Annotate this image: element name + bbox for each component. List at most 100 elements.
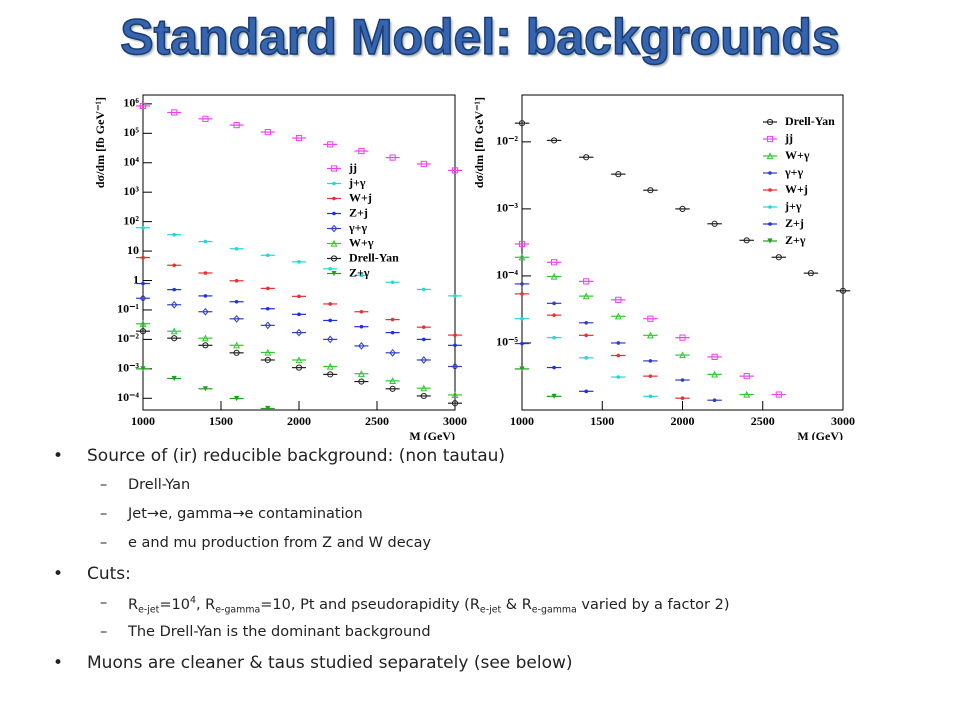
dash: – xyxy=(100,506,108,522)
x-tick-label: 2500 xyxy=(751,414,775,428)
sub-bullet: – Jet→e, gamma→e contamination xyxy=(100,506,363,522)
data-point xyxy=(135,102,151,110)
series xyxy=(514,316,658,399)
data-point xyxy=(675,205,690,212)
marker xyxy=(839,287,847,294)
marker xyxy=(582,292,590,300)
marker xyxy=(139,102,147,110)
data-point xyxy=(739,390,754,398)
data-point xyxy=(643,374,658,378)
data-point xyxy=(707,353,722,360)
marker xyxy=(680,396,685,400)
data-point xyxy=(260,356,275,364)
marker xyxy=(807,270,815,277)
data-point xyxy=(546,393,562,399)
text-run: R xyxy=(128,596,139,613)
marker xyxy=(453,343,457,348)
data-point xyxy=(611,341,626,345)
marker xyxy=(390,317,395,322)
legend-label: jj xyxy=(348,160,357,174)
text-run: Muons are cleaner & taus studied separat… xyxy=(87,653,573,673)
series xyxy=(135,225,463,298)
data-point xyxy=(771,254,787,261)
data-point xyxy=(514,292,530,296)
marker xyxy=(139,320,147,327)
marker xyxy=(520,316,524,321)
sub-bullet: – The Drell-Yan is the dominant backgroun… xyxy=(100,624,431,640)
data-point xyxy=(675,334,690,341)
data-point xyxy=(323,141,338,148)
marker xyxy=(233,121,240,129)
sub-bullet: – Re-jet=104, Re-gamma=10, Pt and pseudor… xyxy=(100,595,729,616)
text-run: & R xyxy=(501,596,532,613)
y-tick-label: 10⁻¹ xyxy=(117,302,139,316)
sub-bullet: – Drell-Yan xyxy=(100,477,190,493)
marker xyxy=(420,356,428,364)
marker xyxy=(297,312,301,317)
data-point xyxy=(385,348,400,357)
marker xyxy=(358,342,365,350)
marker xyxy=(233,349,240,356)
text-run: , R xyxy=(195,596,216,613)
legend-label: γ+γ xyxy=(784,165,803,179)
data-point xyxy=(643,331,658,339)
marker xyxy=(389,377,397,384)
data-point xyxy=(514,282,530,286)
data-point xyxy=(354,370,369,377)
marker xyxy=(615,296,622,303)
data-point xyxy=(198,271,213,275)
marker xyxy=(518,120,526,127)
data-point xyxy=(229,341,244,349)
marker xyxy=(139,294,147,303)
data-point xyxy=(354,324,369,329)
data-point xyxy=(447,400,463,407)
data-point xyxy=(514,316,530,321)
legend-label: Z+γ xyxy=(349,265,370,279)
data-point xyxy=(447,362,463,371)
sub-bullet: – e and mu production from Z and W decay xyxy=(100,535,431,551)
marker xyxy=(768,222,772,226)
marker xyxy=(584,356,588,360)
marker xyxy=(615,171,622,178)
data-point xyxy=(229,121,244,129)
marker xyxy=(647,315,654,322)
data-point xyxy=(707,220,722,227)
data-point xyxy=(385,385,400,392)
marker xyxy=(327,141,334,148)
marker xyxy=(141,281,145,286)
charts: 10⁻⁴ 10⁻³ 10⁻² 10⁻¹ 1 10 10² 10³ 10⁴ 10⁵ 10⁶ 1000 15… xyxy=(93,94,855,440)
marker xyxy=(551,259,558,266)
data-point xyxy=(260,405,275,412)
y-tick-label: 10⁻³ xyxy=(496,201,518,215)
series xyxy=(135,320,463,399)
data-point xyxy=(291,328,307,337)
data-point xyxy=(198,294,213,298)
marker xyxy=(233,314,240,323)
data-point xyxy=(643,187,658,194)
data-point xyxy=(323,335,338,344)
x-tick-label: 3000 xyxy=(443,414,467,428)
marker xyxy=(295,356,303,364)
data-point xyxy=(260,128,275,136)
data-point xyxy=(611,312,626,320)
series xyxy=(514,341,594,394)
data-point xyxy=(167,300,182,309)
marker xyxy=(170,327,178,335)
marker xyxy=(647,187,654,194)
marker xyxy=(584,389,588,394)
marker xyxy=(451,391,459,399)
data-point xyxy=(643,394,658,399)
marker xyxy=(420,384,428,392)
text-run: Source of (ir) reducible background: (no… xyxy=(87,446,506,466)
marker xyxy=(330,165,338,172)
legend-label: Z+j xyxy=(349,205,368,219)
y-tick-label: 10³ xyxy=(123,184,139,198)
marker xyxy=(389,154,396,161)
data-point xyxy=(291,260,307,264)
marker xyxy=(170,300,178,309)
data-point xyxy=(135,255,151,260)
data-point xyxy=(447,391,463,399)
marker xyxy=(711,220,718,227)
marker xyxy=(330,255,338,262)
